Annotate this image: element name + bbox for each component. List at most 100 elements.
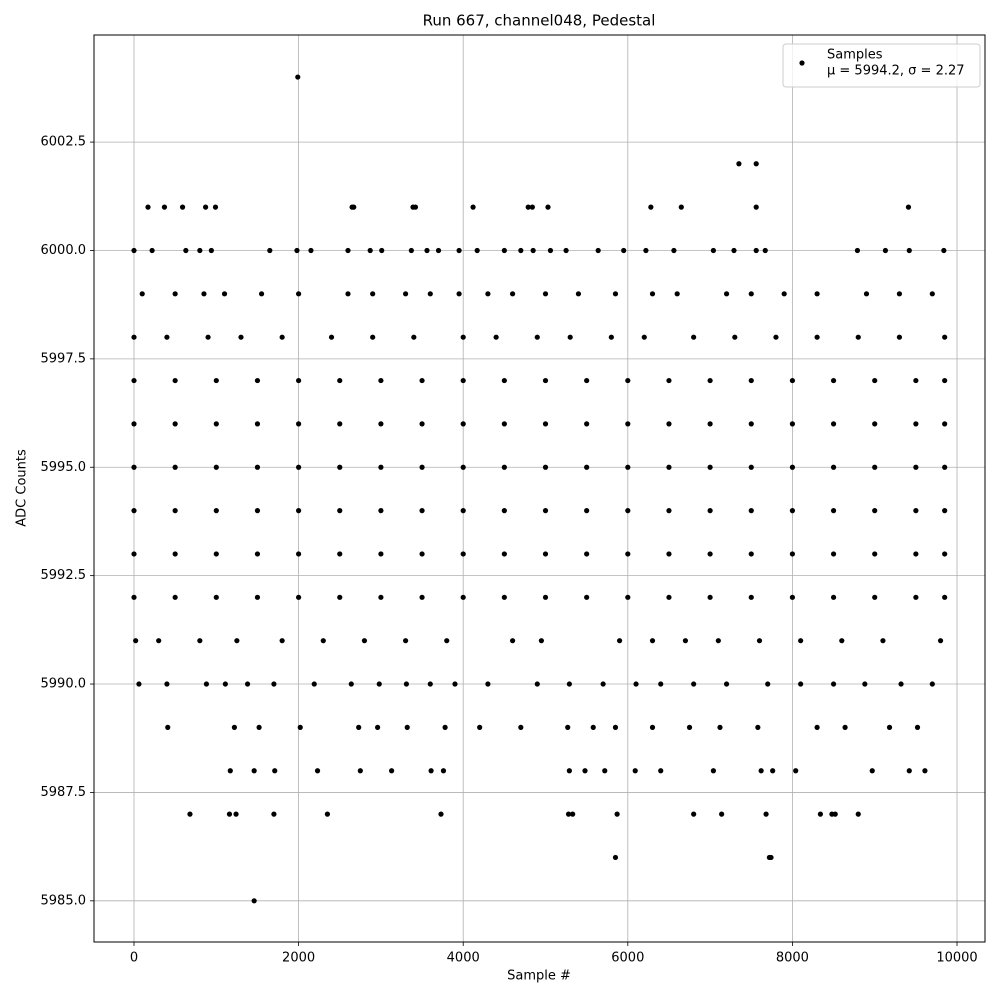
point: [133, 638, 139, 644]
point: [518, 724, 524, 730]
point: [201, 291, 207, 297]
point: [131, 421, 137, 427]
point: [213, 508, 219, 514]
point: [254, 377, 261, 384]
point: [308, 247, 314, 254]
point: [869, 768, 875, 774]
y-tick-label: 5990.0: [41, 677, 87, 692]
point: [707, 421, 713, 427]
point: [197, 638, 203, 644]
point: [768, 854, 774, 861]
point: [501, 421, 507, 427]
y-tick-label: 6002.5: [41, 135, 87, 150]
point: [830, 377, 837, 384]
point: [649, 291, 656, 297]
point: [402, 291, 409, 297]
y-tick-label: 5985.0: [41, 893, 87, 908]
point: [590, 724, 596, 730]
point: [625, 594, 631, 600]
x-tick-label: 6000: [611, 951, 644, 966]
point: [563, 247, 569, 254]
point: [460, 334, 466, 340]
point: [542, 464, 549, 470]
point: [456, 247, 462, 254]
point: [567, 334, 573, 340]
point: [648, 204, 654, 210]
point: [131, 594, 137, 600]
point: [753, 204, 759, 210]
point: [378, 421, 384, 427]
point: [830, 594, 837, 600]
point: [666, 464, 672, 470]
point: [370, 291, 376, 297]
point: [862, 681, 868, 687]
point: [748, 464, 754, 470]
point: [378, 551, 384, 557]
legend-label: Samples: [827, 48, 883, 63]
point: [165, 724, 171, 730]
point: [460, 421, 466, 427]
point: [872, 421, 878, 427]
point: [348, 681, 354, 687]
point: [765, 681, 771, 687]
point: [582, 768, 588, 774]
point: [798, 638, 804, 644]
point: [251, 898, 257, 904]
point: [942, 551, 948, 557]
point: [789, 508, 796, 514]
point: [789, 421, 796, 427]
point: [855, 811, 861, 817]
point: [666, 421, 672, 427]
point: [294, 247, 300, 254]
point: [723, 291, 730, 297]
point: [538, 638, 544, 644]
point: [753, 247, 759, 254]
point: [814, 724, 820, 730]
point: [428, 768, 434, 774]
point: [922, 768, 928, 774]
point: [941, 247, 947, 254]
point: [131, 551, 137, 557]
y-axis-label: ADC Counts: [15, 449, 30, 527]
point: [213, 594, 219, 600]
point: [595, 247, 601, 254]
point: [501, 247, 507, 254]
point: [682, 638, 689, 644]
point: [755, 724, 761, 730]
point: [378, 377, 384, 384]
point: [435, 247, 442, 254]
point: [674, 291, 680, 297]
point: [161, 204, 168, 210]
point: [625, 508, 631, 514]
point: [337, 594, 343, 600]
point: [328, 334, 335, 340]
point: [501, 508, 507, 514]
point: [814, 291, 820, 297]
point: [452, 681, 458, 687]
point: [658, 681, 664, 687]
point: [872, 377, 878, 384]
point: [842, 724, 848, 730]
point: [131, 377, 137, 384]
point: [501, 551, 507, 557]
point: [440, 768, 447, 774]
point: [566, 681, 572, 687]
point: [213, 377, 219, 384]
point: [565, 811, 572, 817]
point: [379, 247, 385, 254]
point: [905, 204, 912, 210]
point: [164, 681, 170, 687]
point: [748, 377, 754, 384]
point: [460, 464, 466, 470]
point: [187, 811, 193, 817]
point: [913, 421, 919, 427]
point: [297, 724, 303, 730]
point: [832, 811, 838, 817]
point: [378, 594, 384, 600]
point: [279, 638, 285, 644]
point: [584, 594, 590, 600]
point: [937, 638, 944, 644]
point: [460, 594, 466, 600]
point: [570, 811, 576, 817]
